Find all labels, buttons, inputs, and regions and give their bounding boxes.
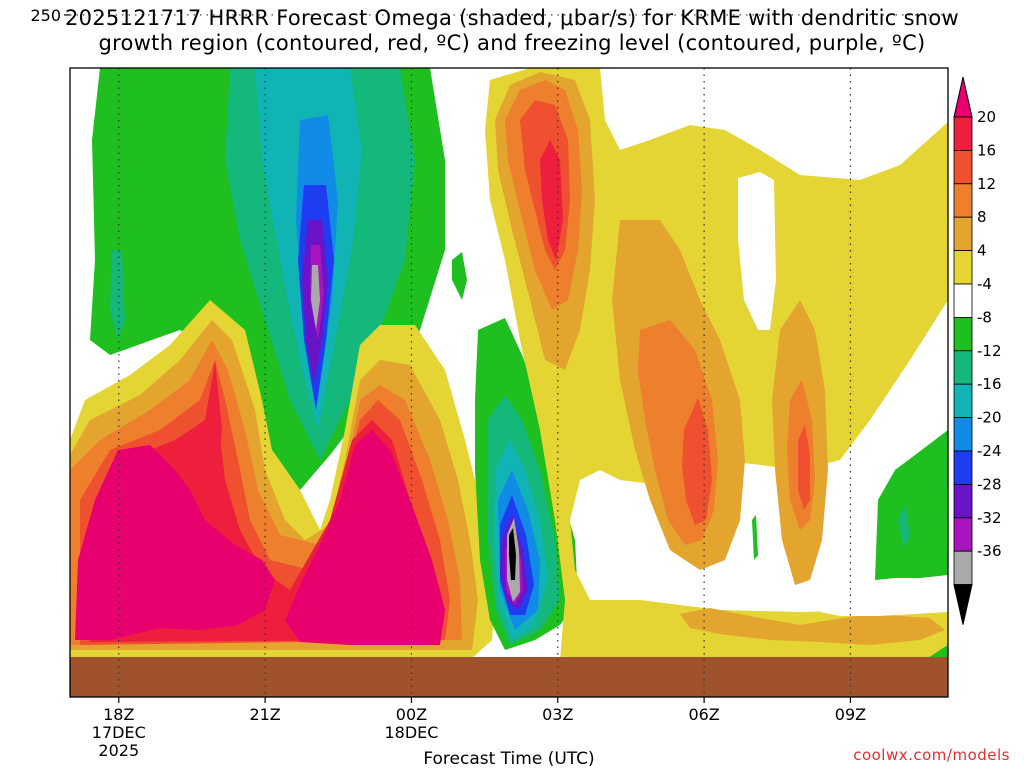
colorbar-label-12: -32 <box>977 509 1002 527</box>
chart-title: 2025121717 HRRR Forecast Omega (shaded, … <box>0 6 1024 56</box>
colorbar-swatch-6 <box>953 283 973 318</box>
colorbar-swatch-11 <box>953 450 973 485</box>
colorbar: 20 16 12 8 4 -4 -8 -12 -16 -20 -24 -28 -32 -36 <box>953 76 1002 625</box>
colorbar-swatch-13 <box>953 517 973 552</box>
colorbar-bottom-arrow <box>953 584 973 625</box>
omega-region-green-right <box>875 430 948 580</box>
colorbar-label-11: -28 <box>977 475 1002 493</box>
x-tick-label-18-2: 2025 <box>98 741 139 760</box>
x-tick-label-18-1: 17DEC <box>92 723 146 742</box>
colorbar-swatch-9 <box>953 383 973 419</box>
colorbar-label-13: -36 <box>977 542 1002 560</box>
colorbar-label-1: 16 <box>977 141 996 159</box>
colorbar-label-2: 12 <box>977 175 996 193</box>
omega-region-red-right-a <box>540 140 563 260</box>
omega-field <box>70 68 948 662</box>
colorbar-label-5: -4 <box>977 275 992 293</box>
colorbar-swatch-10 <box>953 417 973 452</box>
chart-title-line-1: 2025121717 HRRR Forecast Omega (shaded, … <box>64 6 960 30</box>
colorbar-swatch-12 <box>953 483 973 519</box>
colorbar-label-7: -12 <box>977 342 1002 360</box>
colorbar-label-6: -8 <box>977 308 992 326</box>
omega-region-teal-left-strip <box>110 250 125 340</box>
omega-region-red-spike <box>205 360 222 470</box>
omega-region-teal-right <box>898 505 910 548</box>
x-tick-label-24-1: 18DEC <box>384 723 438 742</box>
colorbar-swatch-5 <box>953 250 973 285</box>
omega-region-magenta-left-b <box>285 430 445 645</box>
omega-region-gray-upper <box>311 265 320 330</box>
colorbar-swatch-7 <box>953 316 973 352</box>
omega-region-magenta-left-a <box>75 445 275 640</box>
colorbar-label-9: -20 <box>977 409 1002 427</box>
x-tick-label-30-0: 06Z <box>688 705 719 724</box>
colorbar-swatch-1 <box>953 116 973 151</box>
colorbar-swatch-8 <box>953 350 973 385</box>
colorbar-top-arrow <box>953 76 973 118</box>
colorbar-swatch-2 <box>953 149 973 185</box>
omega-region-black-center <box>509 528 516 580</box>
gridlines <box>70 14 948 697</box>
colorbar-label-8: -16 <box>977 375 1002 393</box>
y-axis: 2503003504004505005506006507007508008509… <box>30 6 70 25</box>
x-tick-label-33-0: 09Z <box>835 705 866 724</box>
omega-region-green-small <box>452 252 467 300</box>
x-tick-label-24-0: 00Z <box>396 705 427 724</box>
omega-region-white-gap-right <box>738 172 776 330</box>
omega-region-green-sliver <box>752 515 758 560</box>
omega-region-white-low-right <box>820 600 948 616</box>
colorbar-swatch-14 <box>953 550 973 586</box>
colorbar-label-10: -24 <box>977 442 1002 460</box>
chart-title-line-2: growth region (contoured, red, ºC) and f… <box>98 31 926 55</box>
credit-text: coolwx.com/models <box>853 746 1010 764</box>
x-tick-label-18-0: 18Z <box>103 705 134 724</box>
plot-frame <box>69 67 949 698</box>
colorbar-label-0: 20 <box>977 108 996 126</box>
colorbar-label-3: 8 <box>977 208 987 226</box>
colorbar-swatch-3 <box>953 183 973 218</box>
x-axis-label: Forecast Time (UTC) <box>423 749 594 768</box>
omega-region-dorange-right-b <box>682 398 712 525</box>
colorbar-label-4: 4 <box>977 242 987 260</box>
x-tick-label-27-0: 03Z <box>542 705 573 724</box>
colorbar-swatch-4 <box>953 216 973 251</box>
omega-region-dorange-right-c <box>798 425 810 510</box>
x-tick-label-21-0: 21Z <box>249 705 280 724</box>
omega-region-gold-low-right <box>680 608 945 645</box>
ground-terrain <box>70 657 948 697</box>
y-tick-label-250: 250 <box>30 6 61 25</box>
